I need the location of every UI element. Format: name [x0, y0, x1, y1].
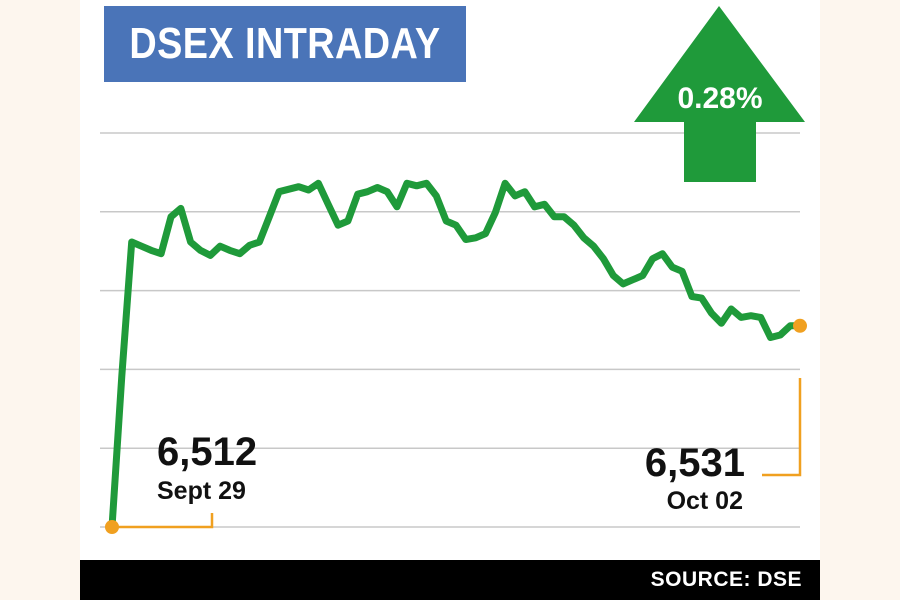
- title-banner: DSEX INTRADAY: [104, 6, 466, 82]
- start-leader-line: [112, 513, 214, 529]
- start-point-marker: [105, 520, 119, 534]
- source-label: SOURCE: DSE: [650, 568, 802, 591]
- start-date-label: Sept 29: [157, 477, 246, 505]
- end-date-label: Oct 02: [667, 487, 743, 515]
- grid-lines: [100, 132, 800, 528]
- chart-title: DSEX INTRADAY: [129, 19, 441, 68]
- up-arrow-icon: [634, 6, 805, 182]
- start-value-label: 6,512: [157, 430, 257, 474]
- end-point-marker: [793, 318, 807, 333]
- change-percent-label: 0.28%: [677, 82, 762, 115]
- end-value-label: 6,531: [645, 441, 745, 485]
- footer-bar: SOURCE: DSE: [80, 560, 820, 600]
- series-line: [108, 179, 804, 531]
- end-leader-line: [762, 378, 802, 477]
